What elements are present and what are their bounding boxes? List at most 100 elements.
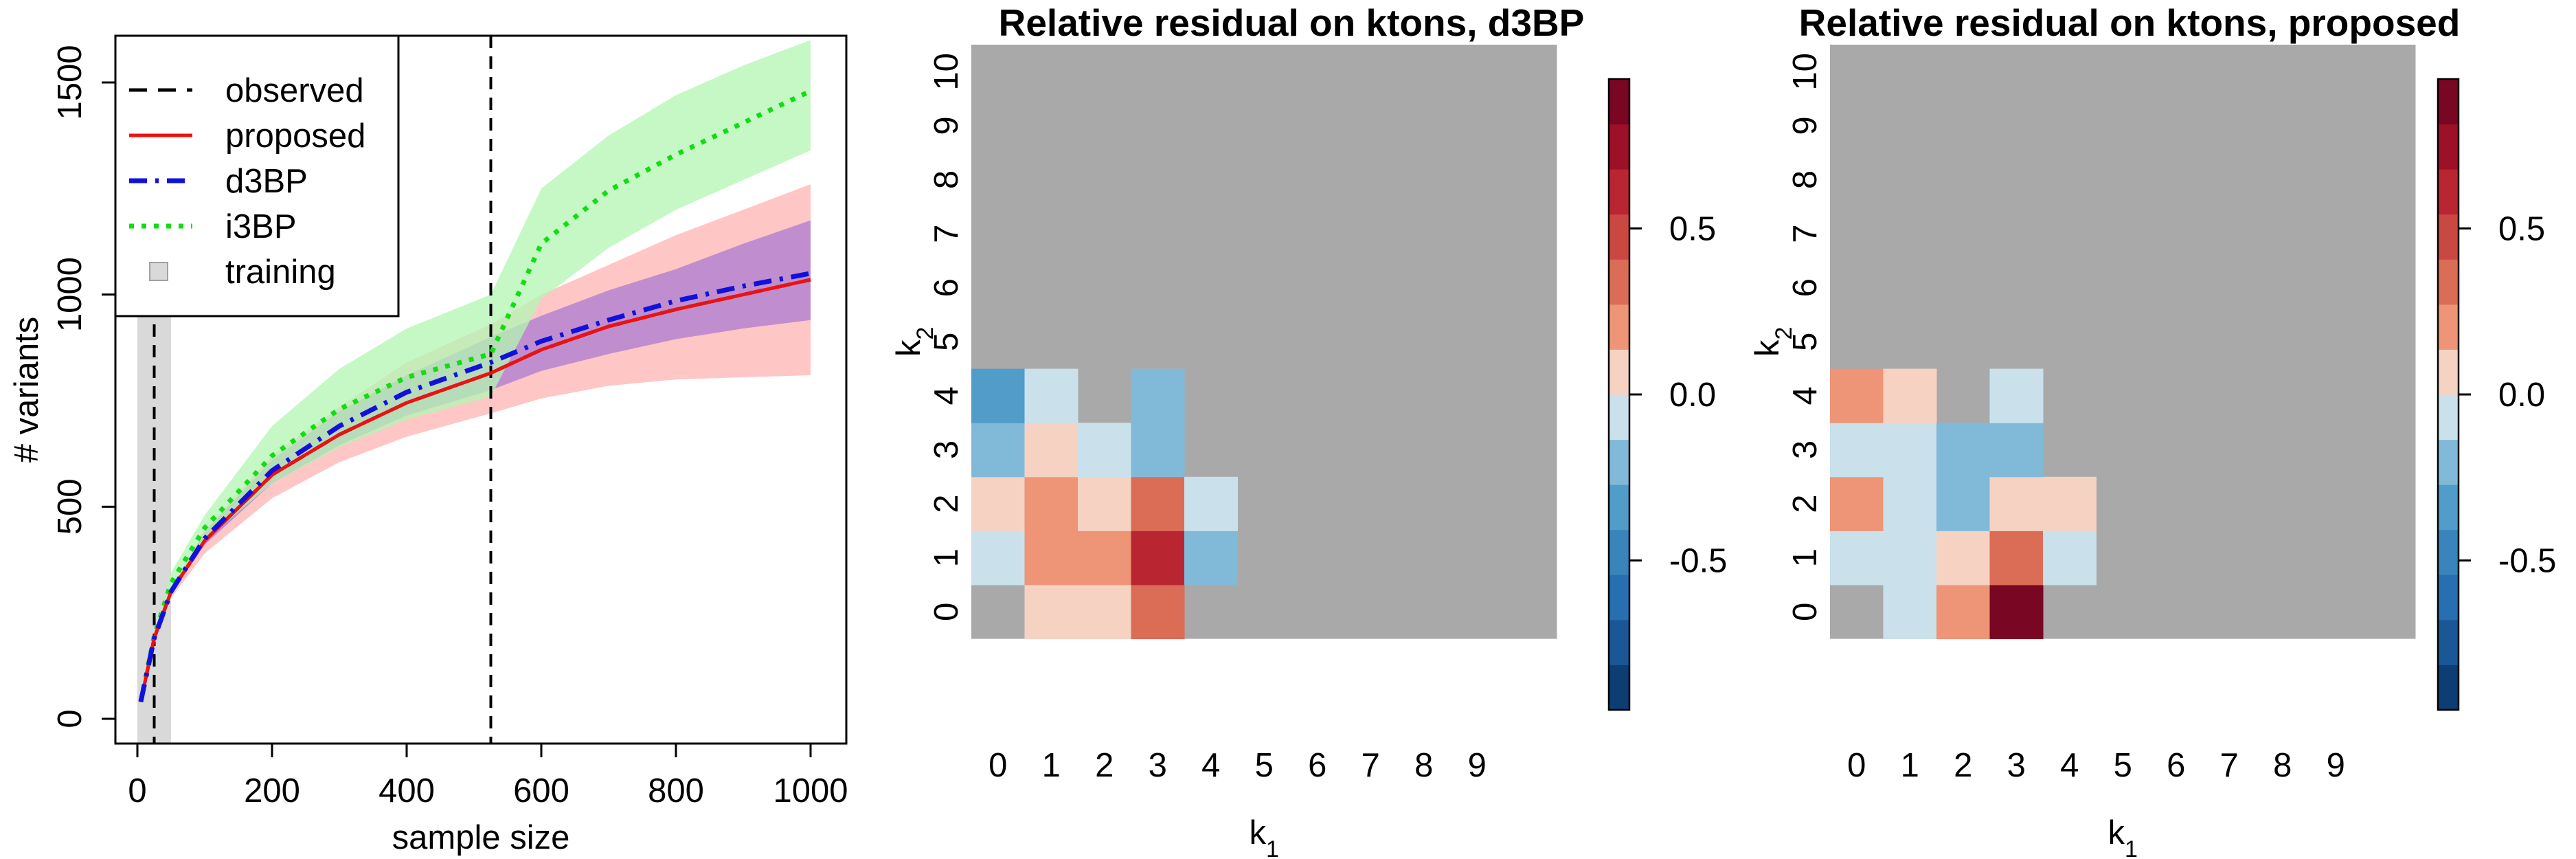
heatmap-d3bp-cell: [1131, 585, 1185, 640]
heatmap-proposed-cell: [1883, 476, 1937, 531]
heatmap-d3bp-cell: [1184, 531, 1238, 585]
heatmap-d3bp-x-tick-label: 1: [1042, 747, 1061, 784]
heatmap-proposed-x-tick-label: 2: [1954, 747, 1972, 784]
heatmap-d3bp-cell: [971, 368, 1025, 423]
heatmap-d3bp-y-tick-label: 4: [928, 386, 965, 405]
heatmap-proposed-cell: [1830, 531, 1884, 585]
heatmap-d3bp-cell: [1078, 423, 1131, 478]
heatmap-proposed-colorbar-segment: [2438, 439, 2459, 485]
x-tick-label: 200: [244, 772, 300, 810]
heatmap-proposed-colorbar-segment: [2438, 304, 2459, 350]
heatmap-proposed-cell: [1830, 476, 1884, 531]
heatmap-proposed-colorbar-segment: [2438, 529, 2459, 575]
heatmap-proposed-y-tick-label: 6: [1787, 278, 1824, 297]
heatmap-proposed-colorbar: -0.5 0.0 0.5: [2437, 78, 2556, 711]
heatmap-proposed-x-tick-label: 0: [1847, 747, 1866, 784]
heatmap-proposed-cell: [1830, 368, 1884, 423]
heatmap-proposed-cell: [1883, 423, 1937, 478]
heatmap-proposed-cell: [1989, 423, 2044, 478]
band-i3bp: [140, 40, 811, 702]
heatmap-proposed-colorbar-segment: [2438, 169, 2459, 215]
heatmap-d3bp-colorbar-segment: [1609, 304, 1629, 350]
heatmap-d3bp-cell: [1024, 423, 1078, 478]
line-chart-panel: 0 200 400 600 800 1000 sample size 0 500 1000 1500…: [8, 34, 848, 856]
heatmap-d3bp-cell: [1131, 531, 1185, 585]
heatmap-proposed-cell: [2043, 476, 2097, 531]
heatmap-d3bp-colorbar-tick-label: 0.5: [1669, 210, 1716, 247]
heatmap-proposed-y-tick-label: 1: [1787, 548, 1824, 567]
heatmap-proposed-y-axis-label: k2: [1749, 327, 1797, 357]
heatmap-proposed-y-tick-label: 8: [1787, 170, 1824, 189]
y-tick-label: 0: [52, 709, 89, 728]
heatmap-proposed-cell: [1883, 368, 1937, 423]
heatmap-proposed-colorbar-tick-label: 0.0: [2498, 377, 2545, 414]
heatmap-proposed-y-tick-label: 10: [1787, 53, 1824, 91]
heatmap-d3bp-colorbar-segment: [1609, 169, 1629, 215]
heatmap-d3bp-cell: [1078, 476, 1131, 531]
heatmap-proposed-colorbar-segment: [2438, 79, 2459, 125]
heatmap-proposed-cell: [1989, 531, 2044, 585]
heatmap-d3bp-colorbar-segment: [1609, 214, 1629, 260]
heatmap-proposed-cell: [1989, 368, 2044, 423]
heatmap-proposed-cell: [2043, 531, 2097, 585]
heatmap-d3bp-cell: [1024, 585, 1078, 640]
heatmap-proposed-x-tick-label: 3: [2007, 747, 2026, 784]
x-axis-label: sample size: [392, 819, 570, 856]
band-d3bp: [140, 220, 811, 702]
x-tick-label: 0: [128, 772, 146, 810]
heatmap-d3bp-x-tick-label: 3: [1149, 747, 1167, 784]
heatmap-proposed-colorbar-segment: [2438, 619, 2459, 665]
heatmap-proposed-x-tick-label: 9: [2327, 747, 2345, 784]
heatmap-d3bp-colorbar-segment: [1609, 529, 1629, 575]
heatmap-d3bp-cell: [971, 476, 1025, 531]
y-tick-label: 1500: [52, 45, 89, 120]
heatmap-proposed-cell: [1883, 531, 1937, 585]
y-tick-label: 1000: [52, 257, 89, 332]
heatmap-d3bp-y-tick-label: 1: [928, 548, 965, 567]
heatmap-d3bp-colorbar-tick-label: 0.0: [1669, 377, 1716, 414]
legend-label-proposed: proposed: [225, 118, 365, 155]
heatmap-d3bp-cell: [1078, 531, 1131, 585]
heatmap-d3bp-x-tick-label: 7: [1362, 747, 1380, 784]
heatmap-d3bp-x-tick-label: 0: [988, 747, 1007, 784]
heatmap-d3bp-colorbar-segment: [1609, 124, 1629, 170]
heatmap-proposed-colorbar-tick-label: 0.5: [2498, 210, 2545, 247]
heatmap-d3bp-cell: [1131, 476, 1185, 531]
heatmap-d3bp-cell: [1024, 531, 1078, 585]
heatmap-proposed-cell: [1989, 476, 2044, 531]
heatmap-proposed-colorbar-segment: [2438, 574, 2459, 621]
heatmap-proposed-y-tick-label: 2: [1787, 494, 1824, 513]
heatmap-d3bp-y-tick-label: 7: [928, 224, 965, 243]
heatmap-d3bp-x-axis-label: k1: [1250, 814, 1279, 859]
heatmap-d3bp-x-tick-label: 9: [1468, 747, 1487, 784]
heatmap-proposed-y-tick-label: 9: [1787, 116, 1824, 135]
legend-label-d3BP: d3BP: [225, 163, 308, 200]
heatmap-d3bp-colorbar-segment: [1609, 574, 1629, 621]
heatmap-d3bp-colorbar-segment: [1609, 349, 1629, 395]
heatmap-d3bp-colorbar-segment: [1609, 259, 1629, 305]
heatmap-d3bp-y-tick-label: 10: [928, 53, 965, 91]
legend-label-observed: observed: [225, 72, 364, 109]
heatmap-proposed-y-tick-label: 5: [1787, 333, 1824, 351]
heatmap-proposed-x-axis-label: k1: [2108, 814, 2138, 859]
heatmap-d3bp-cell: [1184, 476, 1238, 531]
legend: observed proposed d3BP i3BP training: [114, 34, 400, 317]
heatmap-d3bp-y-axis-label: k2: [890, 327, 938, 357]
heatmap-proposed-colorbar-segment: [2438, 259, 2459, 305]
heatmap-d3bp-cell: [971, 423, 1025, 478]
heatmap-d3bp-cell: [1131, 368, 1185, 423]
heatmap-proposed-colorbar-segment: [2438, 349, 2459, 395]
heatmap-proposed-colorbar-segment: [2438, 214, 2459, 260]
heatmap-d3bp-colorbar-segment: [1609, 665, 1629, 711]
heatmap-d3bp-x-tick-label: 4: [1201, 747, 1220, 784]
heatmap-proposed-x-tick-label: 4: [2060, 747, 2079, 784]
heatmap-d3bp-cell: [1024, 476, 1078, 531]
heatmap-proposed-colorbar-tick-label: -0.5: [2498, 543, 2556, 580]
heatmap-proposed-cell: [1936, 476, 1990, 531]
heatmap-proposed-cell: [1883, 585, 1937, 640]
heatmap-d3bp-y-tick-label: 6: [928, 278, 965, 297]
y-tick-label: 500: [52, 478, 89, 535]
heatmap-d3bp-colorbar: -0.5 0.0 0.5: [1607, 78, 1727, 711]
legend-label-i3BP: i3BP: [225, 208, 297, 245]
